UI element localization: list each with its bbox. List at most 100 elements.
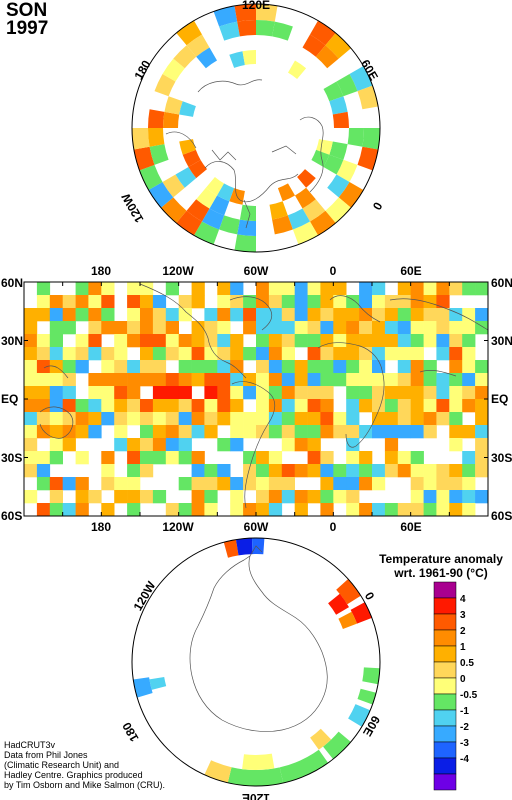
- anomaly-cell: [316, 139, 333, 155]
- anomaly-cell: [152, 347, 167, 361]
- anomaly-cell: [237, 219, 256, 237]
- anomaly-cell: [242, 753, 275, 770]
- anomaly-cell: [357, 85, 379, 110]
- anomaly-cell: [165, 438, 179, 452]
- anomaly-cell: [49, 308, 63, 322]
- anomaly-cell: [36, 360, 51, 374]
- anomaly-cell: [217, 295, 231, 309]
- anomaly-cell: [384, 399, 399, 413]
- anomaly-cell: [384, 308, 399, 322]
- anomaly-cell: [475, 360, 488, 374]
- anomaly-cell: [346, 386, 360, 400]
- anomaly-cell: [359, 321, 373, 335]
- anomaly-cell: [281, 360, 295, 374]
- anomaly-cell: [384, 321, 399, 335]
- anomaly-cell: [114, 321, 128, 335]
- anomaly-cell: [114, 347, 128, 361]
- north-polar-coastlines: [165, 79, 324, 229]
- anomaly-cell: [307, 360, 321, 374]
- anomaly-cell: [165, 425, 179, 439]
- anomaly-cell: [101, 412, 115, 426]
- legend-bin: [433, 725, 457, 743]
- anomaly-cell: [256, 347, 270, 361]
- anomaly-cell: [423, 334, 437, 348]
- anomaly-cell: [462, 425, 476, 439]
- anomaly-cell: [359, 334, 373, 348]
- anomaly-cell: [152, 386, 167, 400]
- anomaly-cell: [475, 451, 488, 465]
- anomaly-cell: [24, 490, 38, 504]
- anomaly-cell: [397, 425, 411, 439]
- anomaly-cell: [475, 282, 488, 296]
- anomaly-cell: [320, 282, 334, 296]
- anomaly-cell: [219, 215, 240, 235]
- anomaly-cell: [372, 360, 386, 374]
- anomaly-cell: [307, 490, 321, 504]
- anomaly-cell: [165, 347, 179, 361]
- anomaly-cell: [436, 282, 450, 296]
- anomaly-cell: [372, 295, 386, 309]
- anomaly-cell: [234, 234, 256, 252]
- anomaly-cell: [462, 334, 476, 348]
- anomaly-cell: [346, 295, 360, 309]
- anomaly-cell: [140, 438, 154, 452]
- anomaly-cell: [36, 373, 51, 387]
- anomaly-cell: [288, 60, 307, 79]
- anomaly-cell: [191, 360, 205, 374]
- anomaly-cell: [204, 490, 218, 504]
- anomaly-cell: [127, 360, 141, 374]
- anomaly-cell: [75, 490, 89, 504]
- anomaly-cell: [362, 128, 380, 150]
- anomaly-cell: [182, 149, 201, 167]
- anomaly-cell: [307, 373, 321, 387]
- anomaly-cell: [384, 503, 399, 516]
- anomaly-cell: [133, 677, 153, 698]
- anomaly-cell: [256, 464, 270, 478]
- anomaly-cell: [475, 308, 488, 322]
- anomaly-cell: [449, 334, 463, 348]
- anomaly-cell: [178, 295, 192, 309]
- anomaly-cell: [62, 360, 76, 374]
- anomaly-cell: [88, 386, 102, 400]
- anomaly-cell: [217, 334, 231, 348]
- anomaly-cell: [186, 199, 210, 222]
- anomaly-cell: [372, 477, 386, 491]
- anomaly-cell: [268, 412, 283, 426]
- anomaly-cell: [179, 139, 196, 155]
- anomaly-cell: [307, 295, 321, 309]
- anomaly-cell: [397, 347, 411, 361]
- anomaly-cell: [423, 399, 437, 413]
- anomaly-cell: [204, 477, 218, 491]
- anomaly-cell: [191, 321, 205, 335]
- anomaly-cell: [49, 490, 63, 504]
- anomaly-cell: [436, 373, 450, 387]
- anomaly-cell: [114, 373, 128, 387]
- anomaly-cell: [268, 308, 283, 322]
- anomaly-cell: [347, 128, 365, 147]
- anomaly-cell: [178, 334, 192, 348]
- anomaly-cell: [101, 347, 115, 361]
- anomaly-cell: [217, 347, 231, 361]
- anomaly-cell: [256, 451, 270, 465]
- anomaly-cell: [162, 174, 185, 198]
- anomaly-cell: [410, 282, 424, 296]
- legend-bin: [433, 629, 457, 647]
- anomaly-cell: [101, 399, 115, 413]
- anomaly-cell: [88, 334, 102, 348]
- anomaly-cell: [152, 308, 167, 322]
- anomaly-cell: [307, 347, 321, 361]
- anomaly-cell: [320, 295, 334, 309]
- anomaly-cell: [230, 412, 244, 426]
- anomaly-cell: [101, 477, 115, 491]
- anomaly-cell: [175, 167, 197, 188]
- anomaly-cell: [297, 169, 316, 188]
- anomaly-cell: [410, 464, 424, 478]
- anomaly-cell: [101, 308, 115, 322]
- anomaly-cell: [24, 386, 38, 400]
- anomaly-cell: [449, 503, 463, 516]
- anomaly-cell: [230, 425, 244, 439]
- anomaly-cell: [338, 611, 357, 629]
- anomaly-cell: [384, 386, 399, 400]
- anomaly-cell: [462, 464, 476, 478]
